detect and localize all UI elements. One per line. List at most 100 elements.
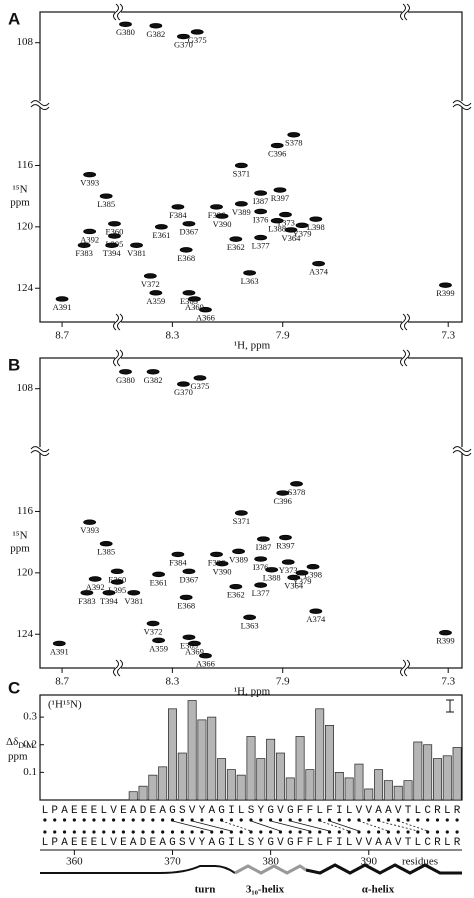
contact-dot [426,818,430,822]
contact-dot [376,830,381,834]
axis-break [400,313,410,331]
structure-label: 3₁₀-helix [246,884,285,896]
x-axis-label: ¹H, ppm [234,686,271,698]
sequence-letter: F [307,837,314,849]
peak-label: G380 [116,27,135,37]
peak [171,551,185,558]
peak-label: V372 [141,279,160,289]
sequence-letter: A [208,837,215,849]
sequence-letter: E [81,805,88,817]
sequence-letter: L [42,805,49,817]
peak-label: G370 [174,387,193,397]
peak-label: V390 [213,567,232,577]
bar [374,769,384,801]
contact-dot [337,818,341,822]
peak-label: G370 [174,40,193,50]
sequence-letter: C [424,805,431,817]
peak [108,221,121,227]
bar [197,719,207,801]
y-axis-label-main: Δδ [6,736,18,748]
peak-label: A359 [149,643,168,653]
peak [171,204,185,210]
peak [99,540,113,547]
bar [256,758,266,801]
contact-dot [445,818,449,822]
sequence-letter: E [150,805,157,817]
peak [265,567,279,573]
peak-label: C396 [268,148,286,158]
contact-dot [102,818,106,822]
peak-label: A374 [309,267,329,277]
x-tick-label: 7.9 [276,330,290,342]
contact-dot [347,830,351,834]
peak [270,218,284,224]
contact-dot [416,818,420,822]
contact-dot [396,818,400,822]
sequence-letter: V [189,805,196,817]
x-axis-label: residues [402,856,438,868]
sequence-letter: A [159,805,166,817]
contact-dot [435,830,440,834]
peak [88,576,102,582]
sequence-letter: S [248,805,255,817]
sequence-letter: A [159,837,166,849]
axis-break [452,100,472,111]
sequence-letter: A [385,805,392,817]
x-tick-label: 7.3 [441,330,455,342]
y-tick-label: 116 [17,505,34,517]
contact-dot [259,818,263,822]
axis-break [113,313,123,331]
peak-label: A391 [50,646,69,656]
peak-label: L377 [252,241,270,251]
peak [149,23,163,29]
sequence-letter: V [356,805,363,817]
peak-label: T394 [100,596,119,606]
peak [309,216,323,222]
peak [312,260,325,267]
contact-dot [43,818,47,822]
peak-label: R397 [276,541,294,551]
bar [442,755,452,801]
contact-dot [131,830,135,834]
sequence-letter: E [150,837,157,849]
peak-label: A369 [185,646,204,656]
contact-dot [239,830,243,834]
contact-dot [170,830,175,834]
sequence-letter: A [61,805,68,817]
contact-dot [347,818,351,822]
peak [179,247,193,253]
bar [334,772,344,801]
y-axis-label: ΔδD-M [6,736,34,750]
peak-label: L385 [97,199,115,209]
sequence-letter: V [356,837,363,849]
panel-label: A [8,9,20,28]
peak [306,564,320,570]
contact-dot [278,830,283,834]
axis-break [400,3,410,21]
peak-label: C396 [274,496,292,506]
y-tick-label: 120 [17,220,34,232]
sequence-letter: Y [199,805,206,817]
peak-label: V390 [213,219,232,229]
peak [182,290,196,296]
peak-label: Y373 [279,565,298,575]
peak-label: G382 [146,29,165,39]
x-tick-label: 7.9 [276,676,290,688]
x-tick-label: 8.3 [166,330,180,342]
contact-dot [141,818,145,822]
sequence-letter: A [61,837,68,849]
bar [413,741,423,801]
peak-label: G380 [116,375,135,385]
sequence-letter: R [434,837,441,849]
bar [226,769,236,801]
peak [243,614,257,621]
axis-break [34,101,46,108]
contact-dot [92,818,96,822]
contact-dot [455,830,459,834]
contact-dot [298,830,302,834]
peak [276,490,290,496]
peak [152,571,166,578]
contact-dot [200,818,204,822]
sequence-letter: F [297,837,304,849]
y-tick-label: 108 [17,382,34,394]
